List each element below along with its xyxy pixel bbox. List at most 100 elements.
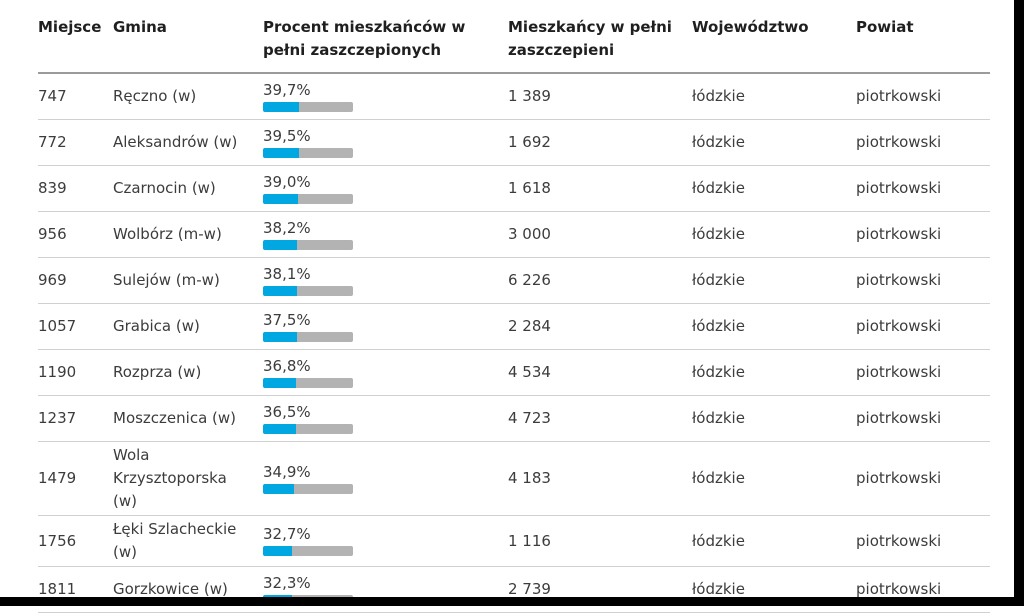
cell-procent: 34,9% xyxy=(263,462,508,494)
cell-procent: 36,8% xyxy=(263,356,508,388)
percent-bar-fill xyxy=(263,239,298,250)
table-row: 1237 Moszczenica (w) 36,5% 4 723 łódzkie… xyxy=(38,396,990,442)
cell-mieszkancy: 1 618 xyxy=(508,179,551,197)
percent-bar-fill xyxy=(263,101,299,112)
table-row: 772 Aleksandrów (w) 39,5% 1 692 łódzkie … xyxy=(38,120,990,166)
cell-procent: 37,5% xyxy=(263,310,508,342)
percent-bar-fill xyxy=(263,193,299,204)
percent-bar-track xyxy=(263,331,353,342)
cell-wojewodztwo: łódzkie xyxy=(692,317,745,335)
cell-mieszkancy: 4 183 xyxy=(508,469,551,487)
cell-mieszkancy: 1 389 xyxy=(508,87,551,105)
cell-procent: 39,0% xyxy=(263,172,508,204)
cell-powiat: piotrkowski xyxy=(856,317,942,335)
cell-procent: 32,7% xyxy=(263,526,508,556)
cell-miejsce: 1190 xyxy=(38,363,77,381)
percent-label: 39,7% xyxy=(263,80,311,99)
cell-gmina: Czarnocin (w) xyxy=(113,179,216,197)
percent-label: 39,5% xyxy=(263,126,311,145)
cell-gmina: Gorzkowice (w) xyxy=(113,580,228,598)
cell-procent: 39,5% xyxy=(263,126,508,158)
table-header-row: Miejsce Gmina Procent mieszkańców w pełn… xyxy=(38,0,990,74)
cell-gmina: Aleksandrów (w) xyxy=(113,133,238,151)
cell-miejsce: 1237 xyxy=(38,409,77,427)
percent-bar-track xyxy=(263,193,353,204)
cell-powiat: piotrkowski xyxy=(856,225,942,243)
cell-miejsce: 839 xyxy=(38,179,67,197)
vaccination-ranking-table: Miejsce Gmina Procent mieszkańców w pełn… xyxy=(38,0,990,613)
column-header-powiat: Powiat xyxy=(856,18,914,36)
cell-gmina: Rozprza (w) xyxy=(113,363,202,381)
cell-gmina: Moszczenica (w) xyxy=(113,409,237,427)
table-row: 1811 Gorzkowice (w) 32,3% 2 739 łódzkie … xyxy=(38,567,990,613)
cell-mieszkancy: 4 534 xyxy=(508,363,551,381)
table-row: 1057 Grabica (w) 37,5% 2 284 łódzkie pio… xyxy=(38,304,990,350)
cell-wojewodztwo: łódzkie xyxy=(692,363,745,381)
cell-gmina: Wolbórz (m-w) xyxy=(113,225,222,243)
cell-powiat: piotrkowski xyxy=(856,531,942,550)
cell-procent: 39,7% xyxy=(263,80,508,112)
cell-mieszkancy: 3 000 xyxy=(508,225,551,243)
table-row: 839 Czarnocin (w) 39,0% 1 618 łódzkie pi… xyxy=(38,166,990,212)
cell-miejsce: 1756 xyxy=(38,531,77,550)
percent-bar-track xyxy=(263,239,353,250)
cell-wojewodztwo: łódzkie xyxy=(692,531,745,550)
cell-powiat: piotrkowski xyxy=(856,409,942,427)
cell-mieszkancy: 1 692 xyxy=(508,133,551,151)
percent-bar-fill xyxy=(263,285,298,296)
table-body: 747 Ręczno (w) 39,7% 1 389 łódzkie piotr… xyxy=(38,74,990,613)
percent-label: 39,0% xyxy=(263,172,311,191)
percent-label: 36,8% xyxy=(263,356,311,375)
cell-powiat: piotrkowski xyxy=(856,580,942,598)
cell-procent: 38,1% xyxy=(263,264,508,296)
cell-powiat: piotrkowski xyxy=(856,469,942,487)
cell-gmina: Grabica (w) xyxy=(113,317,200,335)
cell-miejsce: 969 xyxy=(38,271,67,289)
cell-mieszkancy: 4 723 xyxy=(508,409,551,427)
cell-miejsce: 772 xyxy=(38,133,67,151)
percent-label: 37,5% xyxy=(263,310,311,329)
screenshot-frame-right xyxy=(1014,0,1024,606)
percent-bar-track xyxy=(263,546,353,556)
cell-powiat: piotrkowski xyxy=(856,87,942,105)
percent-bar-track xyxy=(263,483,353,494)
cell-gmina: Wola Krzysztoporska (w) xyxy=(113,446,227,510)
cell-wojewodztwo: łódzkie xyxy=(692,133,745,151)
percent-label: 32,7% xyxy=(263,525,311,543)
percent-bar-track xyxy=(263,101,353,112)
cell-miejsce: 956 xyxy=(38,225,67,243)
cell-wojewodztwo: łódzkie xyxy=(692,225,745,243)
percent-bar-fill xyxy=(263,147,299,158)
cell-miejsce: 1811 xyxy=(38,580,77,598)
percent-label: 34,9% xyxy=(263,462,311,481)
cell-procent: 36,5% xyxy=(263,402,508,434)
percent-bar-fill xyxy=(263,423,296,434)
cell-wojewodztwo: łódzkie xyxy=(692,179,745,197)
cell-mieszkancy: 6 226 xyxy=(508,271,551,289)
cell-procent: 38,2% xyxy=(263,218,508,250)
percent-bar-track xyxy=(263,377,353,388)
cell-miejsce: 747 xyxy=(38,87,67,105)
cell-mieszkancy: 1 116 xyxy=(508,531,551,550)
percent-label: 38,1% xyxy=(263,264,311,283)
cell-wojewodztwo: łódzkie xyxy=(692,469,745,487)
table-row: 956 Wolbórz (m-w) 38,2% 3 000 łódzkie pi… xyxy=(38,212,990,258)
table-row: 747 Ręczno (w) 39,7% 1 389 łódzkie piotr… xyxy=(38,74,990,120)
screenshot-frame-bottom xyxy=(0,597,1024,606)
percent-label: 32,3% xyxy=(263,573,311,592)
cell-powiat: piotrkowski xyxy=(856,133,942,151)
table-row: 969 Sulejów (m-w) 38,1% 6 226 łódzkie pi… xyxy=(38,258,990,304)
percent-label: 38,2% xyxy=(263,218,311,237)
cell-wojewodztwo: łódzkie xyxy=(692,409,745,427)
percent-bar-track xyxy=(263,285,353,296)
cell-miejsce: 1479 xyxy=(38,469,77,487)
cell-gmina: Łęki Szlacheckie (w) xyxy=(113,520,237,561)
cell-powiat: piotrkowski xyxy=(856,363,942,381)
table-row: 1756 Łęki Szlacheckie (w) 32,7% 1 116 łó… xyxy=(38,516,990,567)
percent-label: 36,5% xyxy=(263,402,311,421)
column-header-gmina: Gmina xyxy=(113,18,167,36)
cell-wojewodztwo: łódzkie xyxy=(692,580,745,598)
cell-mieszkancy: 2 284 xyxy=(508,317,551,335)
cell-gmina: Ręczno (w) xyxy=(113,87,197,105)
table-row: 1190 Rozprza (w) 36,8% 4 534 łódzkie pio… xyxy=(38,350,990,396)
